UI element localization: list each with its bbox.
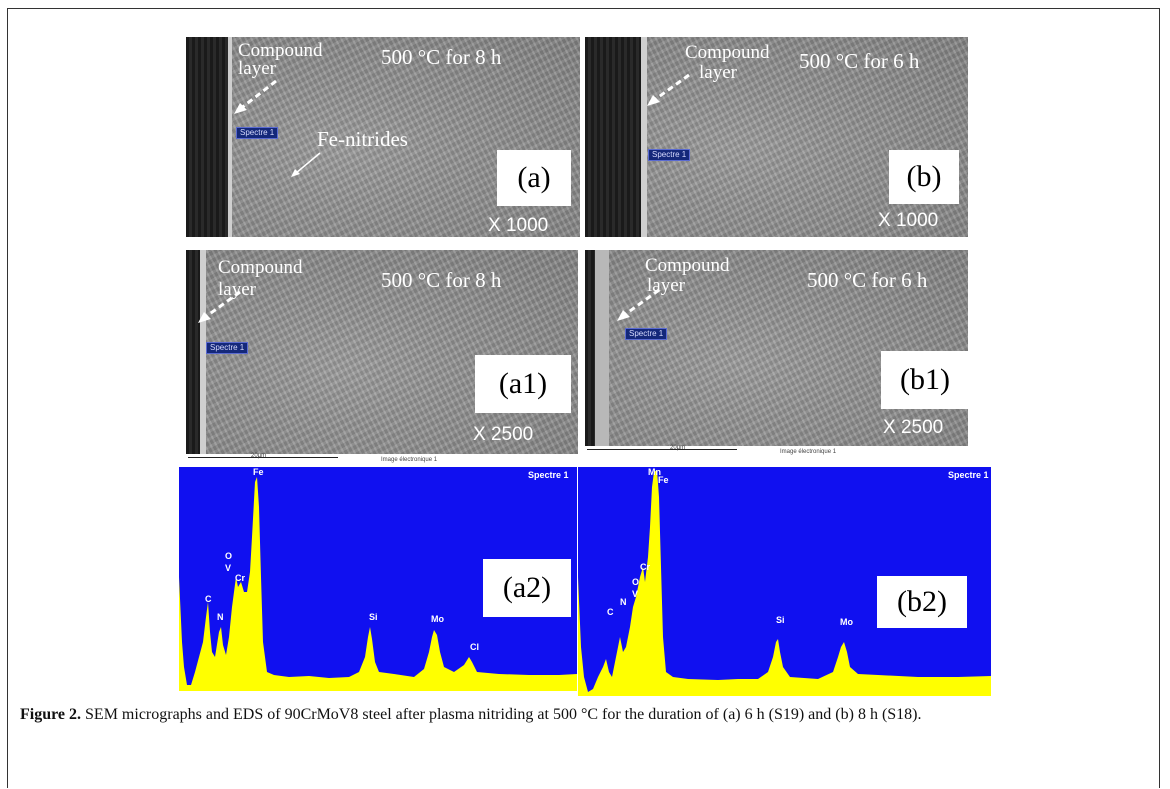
- peak-label-o: O: [632, 577, 640, 587]
- compound-layer-band: [228, 37, 232, 243]
- caption-label: Figure 2.: [20, 706, 82, 723]
- scale-bar: 20µm Image électronique 1: [585, 445, 968, 457]
- peak-label-v: V: [225, 563, 232, 573]
- peak-label-mn: Mn: [648, 467, 661, 477]
- fe-nitrides-label: Fe-nitrides: [317, 127, 408, 151]
- peak-label-mo: Mo: [840, 617, 853, 627]
- spectre-tag: Spectre 1: [236, 127, 279, 139]
- figure-frame: [7, 8, 1160, 788]
- magnification-label: X 1000: [878, 210, 939, 231]
- sem-panel-a: Compound layer 500 °C for 8 h Spectre 1 …: [186, 37, 580, 243]
- spectrum-fill: [578, 470, 991, 696]
- scale-label: 20µm: [670, 445, 686, 451]
- peak-label-si: Si: [776, 615, 785, 625]
- peak-label-fe: Fe: [658, 475, 669, 485]
- peak-label-c: C: [607, 607, 614, 617]
- eds-spectrum-plot: [578, 470, 991, 696]
- compound-arrow-icon: [234, 79, 277, 114]
- scale-bar: 20µm Image électronique 1: [186, 453, 578, 465]
- compound-layer-band: [641, 37, 647, 243]
- peak-label-cr: Cr: [640, 562, 651, 572]
- temperature-label: 500 °C for 8 h: [381, 268, 502, 292]
- panel-label-a2: (a2): [483, 559, 571, 617]
- figure-caption: Figure 2. SEM micrographs and EDS of 90C…: [20, 705, 1150, 725]
- image-label: Image électronique 1: [780, 449, 837, 455]
- peak-label-cr: Cr: [235, 573, 246, 583]
- sample-edge: [186, 250, 200, 465]
- panel-label-b: (b): [889, 150, 959, 204]
- image-label: Image électronique 1: [381, 457, 438, 463]
- compound-label: Compound: [645, 255, 730, 276]
- layer-label: layer: [218, 279, 256, 300]
- temperature-label: 500 °C for 8 h: [381, 45, 502, 69]
- sample-edge: [585, 250, 595, 457]
- peak-label-cl: Cl: [470, 642, 479, 652]
- magnification-label: X 2500: [473, 424, 534, 445]
- peak-label-fe: Fe: [253, 467, 264, 477]
- sample-edge: [585, 37, 641, 243]
- spectrum-fill: [179, 477, 577, 691]
- peak-label-mo: Mo: [431, 614, 444, 624]
- compound-label: Compound: [685, 42, 770, 63]
- spectre-tag: Spectre 1: [648, 149, 691, 161]
- compound-arrow-icon: [647, 73, 690, 106]
- compound-arrow-icon: [617, 288, 660, 321]
- spectre-label: Spectre 1: [528, 470, 569, 480]
- compound-label: Compound: [218, 257, 303, 278]
- eds-spectrum-plot: [179, 477, 577, 691]
- panel-label-b2: (b2): [877, 576, 967, 628]
- eds-spectrum-a2: Spectre 1 C N O V Cr Fe Si Mo Cl (a2): [179, 467, 577, 691]
- magnification-label: X 2500: [883, 417, 944, 438]
- peak-label-o: O: [225, 551, 233, 561]
- peak-label-n: N: [620, 597, 627, 607]
- compound-layer-band: [595, 250, 609, 457]
- sem-panel-a1: Compound layer 500 °C for 8 h Spectre 1 …: [186, 250, 578, 465]
- compound-arrow-icon: [198, 290, 241, 323]
- panel-label-a: (a): [497, 150, 571, 206]
- sem-panel-b: Compound layer 500 °C for 6 h Spectre 1 …: [585, 37, 968, 243]
- layer-label: layer: [238, 58, 276, 79]
- panel-label-b1: (b1): [881, 351, 968, 409]
- spectre-tag: Spectre 1: [206, 342, 249, 354]
- peak-label-n: N: [217, 612, 224, 622]
- scale-bar: [585, 237, 968, 243]
- panel-label-a1: (a1): [475, 355, 571, 413]
- temperature-label: 500 °C for 6 h: [807, 268, 928, 292]
- peak-label-si: Si: [369, 612, 378, 622]
- temperature-label: 500 °C for 6 h: [799, 49, 920, 73]
- scale-label: 20µm: [251, 453, 267, 459]
- compound-label: Compound: [238, 40, 323, 61]
- peak-label-c: C: [205, 594, 212, 604]
- peak-label-v: V: [632, 589, 639, 599]
- spectre-label: Spectre 1: [948, 470, 989, 480]
- scale-bar: [186, 237, 580, 243]
- magnification-label: X 1000: [488, 215, 549, 236]
- sem-panel-b1: Compound layer 500 °C for 6 h Spectre 1 …: [585, 250, 968, 457]
- compound-layer-band: [200, 250, 206, 465]
- caption-text: SEM micrographs and EDS of 90CrMoV8 stee…: [81, 706, 922, 723]
- layer-label: layer: [699, 62, 737, 83]
- eds-spectrum-b2: Spectre 1 C N O V Cr Mn Fe Si Mo (b2): [578, 467, 991, 696]
- spectre-tag: Spectre 1: [625, 328, 668, 340]
- fe-nitrides-arrow-icon: [291, 152, 321, 177]
- sample-edge: [186, 37, 228, 243]
